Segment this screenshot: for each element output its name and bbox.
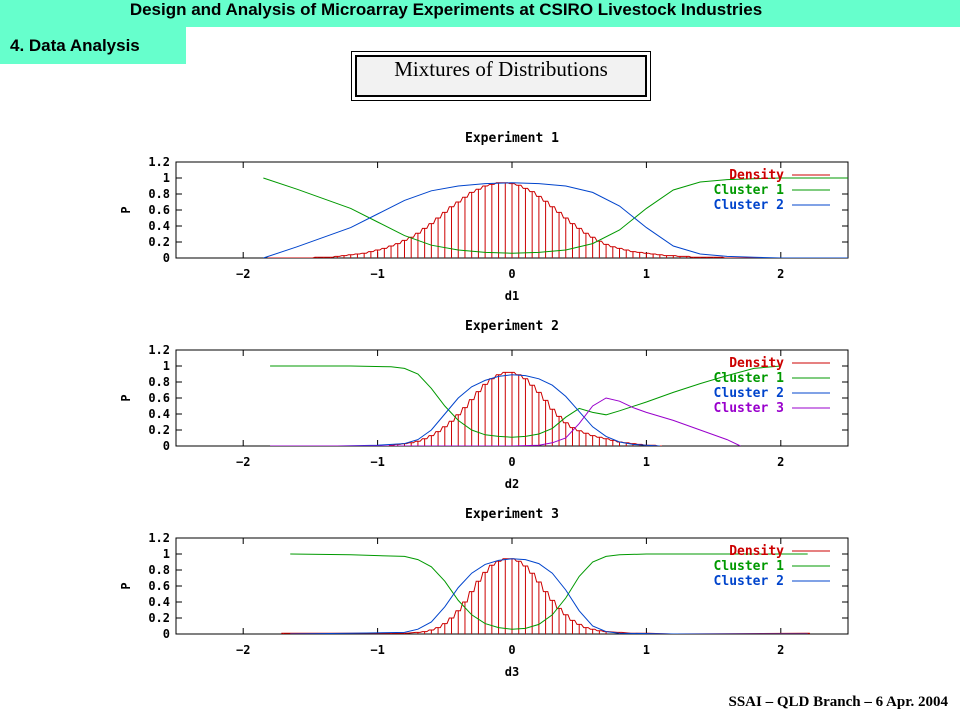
slide-title-box: Mixtures of Distributions — [351, 51, 651, 101]
series-cluster-1-line — [290, 553, 808, 630]
slide-title: Mixtures of Distributions — [355, 55, 647, 97]
series-cluster-3-line — [270, 397, 741, 446]
chart-title: Experiment 1 — [465, 131, 559, 146]
y-tick-label: 0.4 — [148, 595, 170, 609]
chart-experiment-2: Experiment 2 0 0.2 0.4 0.6 0.8 1 1.2 −2 −1 0 1 2 d2 P D… — [119, 319, 849, 491]
x-tick-label: 1 — [643, 267, 650, 281]
legend-label: Cluster 1 — [714, 183, 785, 198]
legend-label: Cluster 2 — [714, 574, 784, 589]
x-axis-label: d3 — [505, 665, 519, 679]
series-cluster-2-line — [263, 182, 848, 258]
series-cluster-2-line — [290, 558, 808, 634]
y-tick-label: 1.2 — [148, 531, 170, 545]
x-axis-label: d1 — [505, 289, 519, 303]
y-tick-label: 0.6 — [148, 203, 170, 217]
series-density — [267, 182, 777, 258]
legend-label: Cluster 1 — [714, 371, 785, 386]
y-tick-label: 0.4 — [148, 219, 170, 233]
series-density — [388, 371, 663, 446]
section-tab: 4. Data Analysis — [0, 27, 186, 64]
x-tick-label: −2 — [236, 267, 250, 281]
series-cluster-2-line — [337, 374, 660, 446]
y-tick-label: 1 — [163, 359, 170, 373]
y-axis-label: P — [119, 206, 133, 213]
legend-label: Cluster 2 — [714, 386, 784, 401]
y-tick-label: 0.6 — [148, 391, 170, 405]
y-tick-label: 0 — [163, 439, 170, 453]
legend-label: Density — [729, 356, 784, 371]
y-tick-label: 0.8 — [148, 563, 170, 577]
density-outline — [267, 182, 777, 258]
header-title: Design and Analysis of Microarray Experi… — [129, 0, 763, 19]
x-axis-label: d2 — [505, 477, 519, 491]
x-tick-label: 0 — [508, 455, 515, 469]
plot-area — [281, 553, 810, 634]
y-tick-label: 0.2 — [148, 423, 170, 437]
x-tick-label: 2 — [777, 643, 784, 657]
y-tick-label: 0.8 — [148, 375, 170, 389]
chart-experiment-1: Experiment 1 0 0.2 0.4 0.6 0.8 1 1.2 −2 −1 0 1 2 d1 P D… — [119, 131, 849, 303]
y-axis-label: P — [119, 582, 133, 589]
y-tick-label: 1 — [163, 171, 170, 185]
x-tick-label: −1 — [370, 267, 384, 281]
y-tick-label: 0.4 — [148, 407, 170, 421]
legend-label: Cluster 2 — [714, 198, 784, 213]
x-tick-label: −1 — [370, 643, 384, 657]
footer-text: SSAI – QLD Branch – 6 Apr. 2004 — [728, 694, 949, 710]
legend-label: Density — [729, 544, 784, 559]
legend-label: Density — [729, 168, 784, 183]
x-tick-label: 0 — [508, 643, 515, 657]
chart-experiment-3: Experiment 3 0 0.2 0.4 0.6 0.8 1 1.2 −2 −1 0 1 2 d3 P D… — [119, 507, 849, 679]
series-density — [281, 558, 810, 634]
x-tick-label: 1 — [643, 455, 650, 469]
chart-title: Experiment 3 — [465, 507, 559, 522]
density-outline — [388, 371, 663, 446]
y-tick-label: 1.2 — [148, 343, 170, 357]
x-tick-label: −1 — [370, 455, 384, 469]
y-tick-label: 1 — [163, 547, 170, 561]
plot-area — [263, 177, 848, 258]
y-tick-label: 1.2 — [148, 155, 170, 169]
header-bar — [0, 0, 960, 27]
legend-label: Cluster 1 — [714, 559, 785, 574]
plot-area — [270, 365, 781, 446]
y-tick-label: 0 — [163, 251, 170, 265]
chart-title: Experiment 2 — [465, 319, 559, 334]
series-cluster-1-line — [270, 365, 781, 438]
y-tick-label: 0.6 — [148, 579, 170, 593]
x-tick-label: 0 — [508, 267, 515, 281]
x-tick-label: −2 — [236, 643, 250, 657]
y-axis-label: P — [119, 394, 133, 401]
y-tick-label: 0.8 — [148, 187, 170, 201]
x-tick-label: 1 — [643, 643, 650, 657]
density-outline — [281, 558, 810, 634]
x-tick-label: 2 — [777, 455, 784, 469]
y-tick-label: 0.2 — [148, 611, 170, 625]
x-tick-label: 2 — [777, 267, 784, 281]
y-tick-label: 0 — [163, 627, 170, 641]
y-tick-label: 0.2 — [148, 235, 170, 249]
x-tick-label: −2 — [236, 455, 250, 469]
legend-label: Cluster 3 — [714, 401, 784, 416]
series-cluster-1-line — [263, 177, 848, 254]
